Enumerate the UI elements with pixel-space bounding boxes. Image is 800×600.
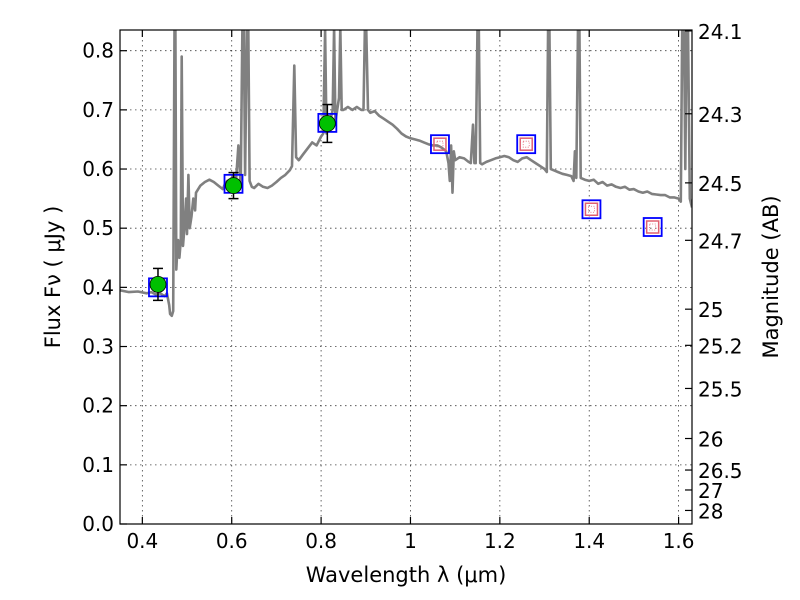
model-square-marker xyxy=(645,220,660,234)
model-square-inner xyxy=(588,205,595,213)
x-tick-label: 1.4 xyxy=(573,529,605,553)
observed-square-marker xyxy=(581,199,602,220)
y2-tick-label: 27 xyxy=(698,479,723,503)
y2-axis-label: Magnitude (AB) xyxy=(759,195,783,358)
y2-tick-label: 25.5 xyxy=(698,377,743,401)
x-tick-label: 0.8 xyxy=(305,529,337,553)
x-axis-label: Wavelength λ (μm) xyxy=(306,563,507,587)
model-square-inner xyxy=(522,140,530,148)
model-square-marker xyxy=(519,137,533,151)
y2-tick-label: 24.3 xyxy=(698,103,743,127)
x-tick-label: 1.2 xyxy=(484,529,516,553)
measured-flux-point xyxy=(225,177,242,194)
observed-square-marker xyxy=(430,134,450,155)
y-tick-label: 0.7 xyxy=(82,98,114,122)
y2-tick-label: 24.5 xyxy=(698,172,743,196)
y2-tick-label: 24.1 xyxy=(698,20,743,44)
x-tick-label: 1.6 xyxy=(663,529,695,553)
observed-square-marker xyxy=(516,134,537,155)
sed-model-line xyxy=(120,30,692,318)
x-tick-label: 1 xyxy=(404,529,417,553)
x-tick-label: 0.6 xyxy=(216,529,248,553)
y-tick-label: 0.6 xyxy=(82,157,114,181)
model-square-inner xyxy=(436,140,444,148)
y2-tick-label: 26.5 xyxy=(698,459,743,483)
y2-tick-label: 24.7 xyxy=(698,229,743,253)
y2-tick-label: 26 xyxy=(698,428,723,452)
y-tick-label: 0.3 xyxy=(82,335,114,359)
axis-ticks: 0.4 0.6 0.8 1 1.2 1.4 1.6 0.0 0.1 0.2 0.3 0.4 0.5 0.6… xyxy=(82,20,742,553)
y2-tick-label: 25.2 xyxy=(698,334,743,358)
measured-flux-point xyxy=(149,275,167,293)
model-square-inner xyxy=(649,223,657,231)
y-tick-label: 0.8 xyxy=(82,39,114,63)
measured-flux-point xyxy=(318,115,336,132)
plot-area xyxy=(120,30,692,318)
y-tick-label: 0.4 xyxy=(82,275,114,299)
model-square-marker xyxy=(584,202,599,217)
series-layer xyxy=(120,30,692,318)
y-tick-label: 0.0 xyxy=(82,512,114,536)
grid-lines xyxy=(120,30,692,525)
y2-tick-label: 28 xyxy=(698,499,723,523)
y-tick-label: 0.2 xyxy=(82,394,114,418)
y-tick-label: 0.1 xyxy=(82,453,114,477)
y2-tick-label: 25 xyxy=(698,298,723,322)
observed-square-marker xyxy=(642,217,663,237)
x-tick-label: 0.4 xyxy=(126,529,158,553)
plot-frame xyxy=(119,29,693,525)
y-axis-label: Flux Fν ( μJy ) xyxy=(41,206,65,349)
model-square-marker xyxy=(433,137,447,151)
y-tick-label: 0.5 xyxy=(82,216,114,240)
